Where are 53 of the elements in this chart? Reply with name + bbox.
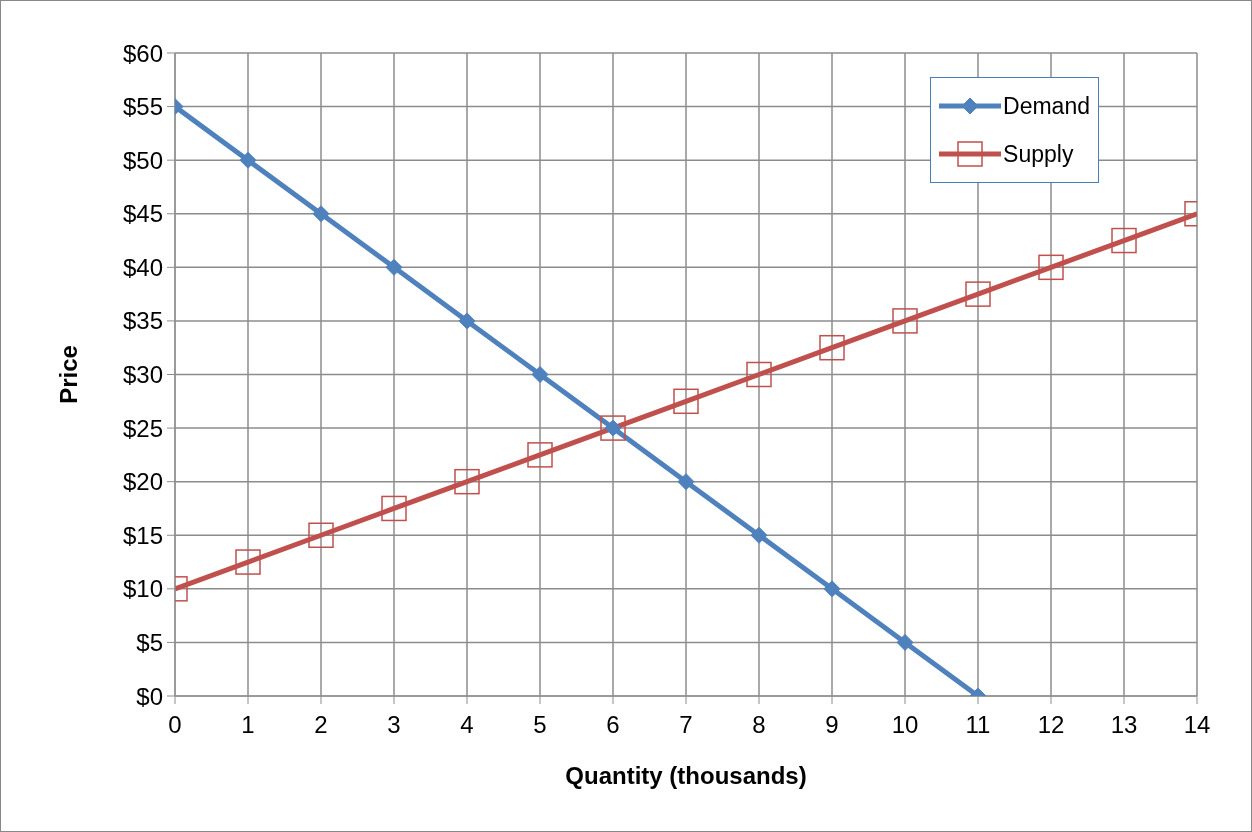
point [458, 312, 476, 330]
x-tick-label: 3 [387, 711, 401, 739]
x-tick-label: 10 [891, 711, 919, 739]
point [1038, 254, 1064, 281]
point [892, 308, 918, 334]
x-tick-label: 9 [825, 711, 839, 739]
legend-label: Demand [1003, 92, 1090, 120]
y-tick-label: $55 [122, 93, 163, 121]
point [527, 442, 553, 468]
x-tick-label: 6 [606, 711, 620, 739]
point [746, 361, 772, 388]
x-tick-label: 0 [168, 711, 182, 739]
x-axis-title: Quantity (thousands) [565, 762, 807, 789]
y-tick-label: $60 [122, 39, 163, 67]
point [896, 633, 914, 651]
legend-label: Supply [1003, 140, 1074, 168]
point [454, 468, 480, 495]
point [750, 526, 768, 544]
x-tick-label: 2 [314, 711, 328, 739]
point [531, 366, 549, 383]
y-tick-label: $50 [122, 146, 163, 174]
point [819, 334, 845, 361]
point [677, 473, 695, 491]
point [823, 580, 841, 598]
point [1111, 227, 1137, 254]
y-tick-label: $45 [122, 200, 163, 228]
y-tick-label: $20 [122, 468, 163, 496]
y-tick-label: $15 [122, 521, 163, 549]
point [385, 258, 403, 276]
x-tick-label: 8 [752, 711, 766, 739]
point [235, 549, 261, 575]
x-tick-label: 1 [241, 711, 255, 739]
x-tick-label: 11 [965, 711, 991, 739]
y-tick-label: $40 [122, 253, 163, 281]
y-tick-label: $25 [122, 414, 163, 442]
point [308, 522, 334, 548]
y-tick-label: $35 [122, 307, 163, 335]
y-tick-label: $10 [122, 575, 163, 603]
y-axis-title: Price [54, 345, 82, 404]
point [312, 205, 330, 223]
y-tick-label: $0 [136, 682, 163, 710]
x-tick-label: 7 [679, 711, 693, 739]
x-tick-label: 4 [460, 711, 474, 739]
y-tick-label: $5 [136, 628, 163, 656]
point [965, 281, 991, 307]
y-tick-label: $30 [122, 361, 163, 389]
point [673, 388, 699, 415]
x-tick-label: 12 [1037, 711, 1065, 739]
x-tick-label: 13 [1110, 711, 1138, 739]
point [381, 495, 407, 522]
x-tick-label: 5 [533, 711, 547, 739]
x-tick-label: 14 [1183, 711, 1211, 739]
point [239, 151, 257, 169]
